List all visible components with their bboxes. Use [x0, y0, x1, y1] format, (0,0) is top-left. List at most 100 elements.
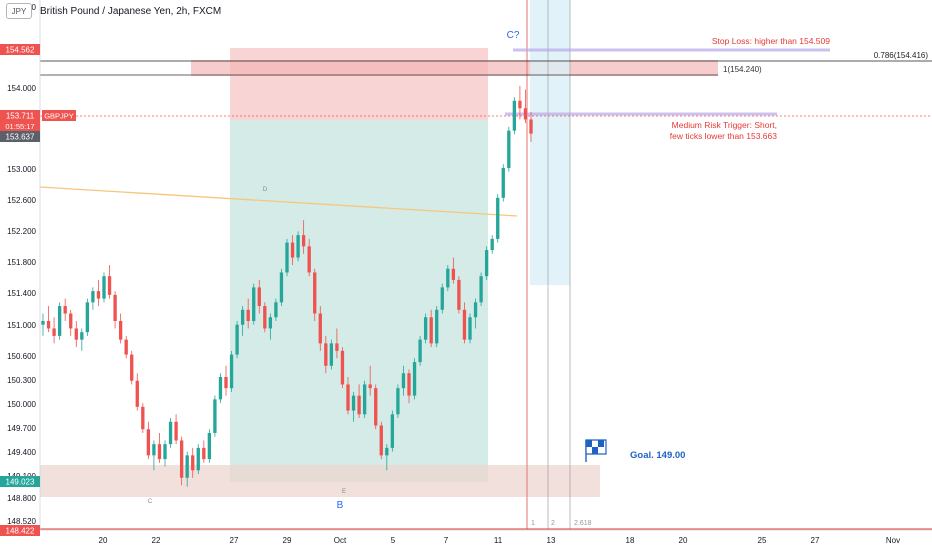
candle [146, 421, 151, 460]
y-tick-label: 151.000 [7, 321, 36, 330]
candle [279, 268, 284, 307]
candle [329, 339, 334, 370]
x-axis: 20 22 27 29 Oct 5 7 11 13 18 20 25 27 Nov [99, 536, 901, 545]
candle [124, 335, 128, 359]
x-tick-label: 13 [547, 536, 556, 545]
fib-0786-label: 0.786(154.416) [874, 51, 929, 60]
candle [396, 384, 400, 419]
bid-text: 153.637 [6, 133, 35, 142]
stop-loss-label: Stop Loss: higher than 154.509 [712, 36, 830, 46]
symbol-tag-text: GBPJPY [44, 112, 74, 121]
candle [296, 231, 300, 262]
candle [285, 238, 289, 277]
candle [462, 302, 467, 344]
y-tick-label: 150.000 [7, 400, 36, 409]
candle [512, 97, 517, 135]
candle [390, 410, 395, 452]
y-tick-label: 152.600 [7, 196, 36, 205]
price-high-text: 154.562 [6, 46, 35, 55]
wave-label-d: D [263, 187, 268, 193]
candle [107, 265, 112, 299]
y-tick-label: 150.600 [7, 352, 36, 361]
candle [351, 391, 356, 422]
y-axis[interactable]: 155.000154.000153.000152.600152.200151.8… [7, 3, 36, 526]
candle [57, 302, 62, 340]
x-tick-label: 25 [758, 536, 767, 545]
fib-1-label: 1(154.240) [723, 65, 762, 74]
resistance-zone [191, 60, 718, 76]
candle [85, 298, 90, 336]
candle [335, 328, 339, 359]
candle [196, 444, 200, 475]
x-tick-label: 27 [230, 536, 239, 545]
low-tag-text: 149.023 [6, 478, 35, 487]
candle [385, 444, 389, 471]
candle [174, 414, 178, 445]
candle [213, 395, 217, 437]
candle [523, 89, 528, 124]
flag-icon [585, 439, 607, 462]
candle [135, 373, 139, 411]
candle [301, 220, 306, 254]
candle [91, 287, 95, 310]
candle [246, 298, 250, 329]
candle [362, 380, 367, 419]
candle [307, 238, 311, 277]
y-tick-label: 153.000 [7, 165, 36, 174]
candle [185, 451, 189, 487]
candle [74, 320, 78, 348]
candle [202, 440, 206, 463]
candle [268, 313, 273, 340]
target-zone [230, 120, 488, 482]
y-tick-label: 154.000 [7, 84, 36, 93]
fib-time-label-1: 1 [531, 520, 535, 527]
candle [224, 365, 228, 396]
x-axis-bar[interactable] [40, 530, 932, 550]
candle [529, 111, 533, 142]
x-tick-label: Oct [334, 536, 347, 545]
candle [451, 257, 456, 284]
y-tick-label: 149.700 [7, 424, 36, 433]
candle [207, 429, 212, 463]
candle [69, 309, 73, 336]
candle [484, 246, 489, 280]
x-tick-label: 7 [444, 536, 449, 545]
trigger-label-line1: Medium Risk Trigger: Short, [672, 120, 777, 130]
wave-label-b: B [337, 500, 344, 511]
candle [113, 291, 117, 329]
candle [263, 302, 267, 333]
candle [290, 235, 295, 265]
candle [446, 265, 450, 292]
x-tick-label: 22 [152, 536, 161, 545]
wave-label-c: C [148, 499, 153, 505]
symbol-badge[interactable]: JPY [6, 3, 32, 19]
candle [41, 313, 45, 336]
candle [163, 440, 167, 467]
candle [440, 283, 444, 314]
candle [412, 358, 417, 400]
x-tick-label: 11 [494, 536, 503, 545]
candle [152, 440, 156, 471]
candle [490, 235, 494, 254]
x-tick-label: 20 [679, 536, 688, 545]
trigger-label-line2: few ticks lower than 153.663 [670, 131, 778, 141]
candle [274, 298, 278, 321]
candle [324, 335, 328, 374]
x-tick-label: 5 [391, 536, 396, 545]
price-high-tag [0, 44, 40, 55]
candles-group [41, 85, 533, 487]
candle [473, 298, 478, 329]
candle [318, 306, 322, 351]
x-tick-label: 27 [811, 536, 820, 545]
y-tick-label: 151.800 [7, 258, 36, 267]
y-tick-label: 149.400 [7, 448, 36, 457]
candle [346, 376, 350, 415]
candle [130, 350, 134, 385]
x-tick-label: Nov [886, 536, 900, 545]
last-price-text: 153.711 [6, 112, 35, 121]
candle [401, 365, 406, 396]
stop-zone [230, 48, 488, 120]
countdown-tag [0, 121, 40, 131]
